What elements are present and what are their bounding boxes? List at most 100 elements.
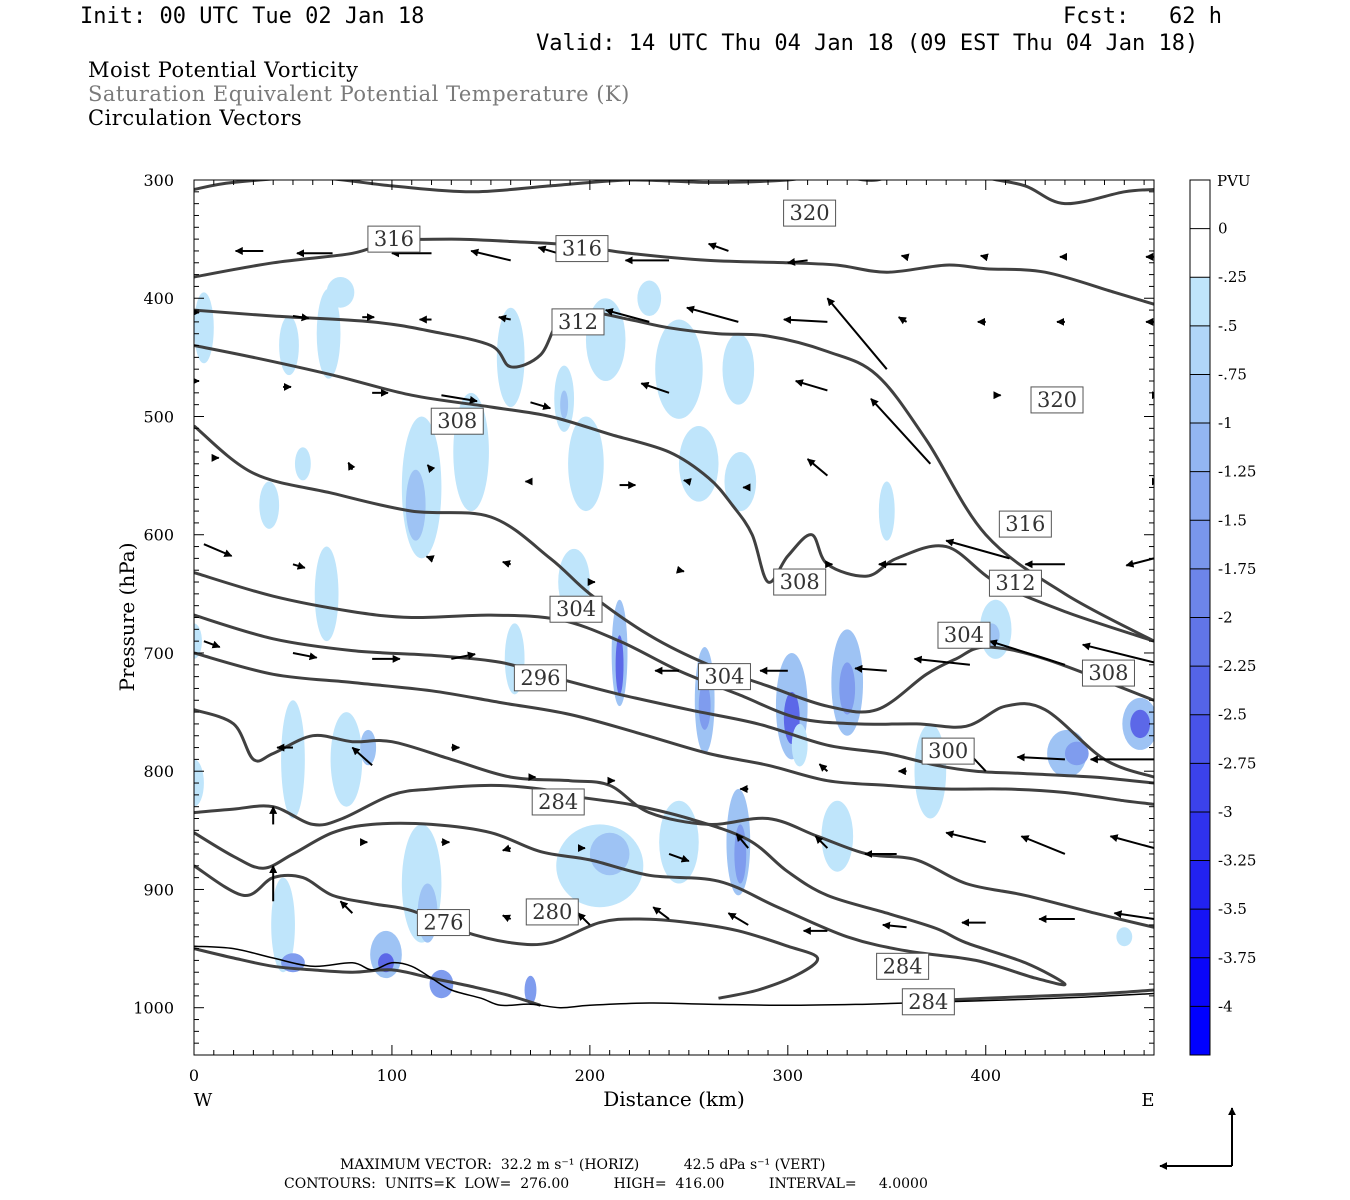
circulation-vector: [727, 912, 749, 926]
contour-label: 284: [876, 952, 930, 980]
circulation-vector: [686, 305, 739, 323]
colorbar-tick-label: -1: [1218, 414, 1233, 432]
isentrope-308: [194, 344, 1154, 643]
contour-label-text: 304: [556, 597, 596, 621]
colorbar-tick-label: -4: [1218, 997, 1233, 1015]
circulation-vector: [441, 394, 478, 404]
circulation-vector: [794, 379, 828, 392]
pv-patch: [259, 481, 280, 529]
contour-label-box: [551, 308, 605, 336]
colorbar-cell: [1190, 520, 1210, 570]
colorbar-tick-label: -.25: [1218, 268, 1247, 286]
circulation-vector: [339, 900, 354, 914]
pv-patch: [568, 416, 604, 512]
colorbar-cell: [1190, 471, 1210, 521]
contour-label: 320: [1030, 386, 1084, 414]
contour-label: 312: [551, 308, 605, 336]
contour-label: 296: [513, 664, 567, 692]
isentrope-304: [194, 424, 1154, 714]
contour-label-text: 304: [944, 623, 984, 647]
pv-patch: [405, 469, 426, 541]
colorbar-tick-label: -.5: [1218, 317, 1237, 335]
circulation-vector: [900, 253, 910, 262]
x-tick-label: 300: [773, 1066, 804, 1085]
contour-label-text: 316: [562, 237, 602, 261]
forecast-hour: Fcst: 62 h: [1063, 4, 1222, 29]
contour-label-text: 284: [883, 954, 923, 978]
pv-patch: [496, 307, 525, 408]
init-time: Init: 00 UTC Tue 02 Jan 18: [80, 4, 425, 29]
y-tick-label: 300: [143, 171, 174, 190]
colorbar-cell: [1190, 714, 1210, 764]
pv-patch: [294, 447, 311, 481]
contour-label-box: [876, 952, 930, 980]
pv-patch: [279, 315, 299, 376]
contour-label: 280: [525, 898, 579, 926]
circulation-vector: [351, 746, 373, 767]
circulation-vector: [425, 555, 435, 563]
x-tick-label: 200: [575, 1066, 606, 1085]
circulation-vector: [668, 853, 690, 863]
y-axis-title: Pressure (hPa): [115, 543, 139, 692]
pv-patch: [1116, 927, 1133, 947]
pv-patch: [330, 712, 363, 807]
y-tick-label: 800: [143, 762, 174, 781]
pv-patch: [655, 319, 703, 419]
contour-label: 312: [988, 569, 1042, 597]
pv-patch: [524, 975, 537, 1005]
circulation-vector: [502, 844, 511, 853]
circulation-vector: [604, 308, 650, 323]
contour-label-text: 312: [558, 310, 598, 334]
circulation-vector: [707, 242, 729, 252]
colorbar-cell: [1190, 617, 1210, 667]
contour-label: 316: [367, 225, 421, 253]
circulation-vector: [1020, 835, 1066, 855]
colorbar-unit: PVU: [1217, 172, 1251, 190]
circulation-vector: [1081, 642, 1154, 664]
contour-label-text: 316: [374, 227, 414, 251]
pv-patch: [271, 877, 295, 973]
circulation-vector: [203, 543, 233, 557]
contour-label-box: [921, 737, 975, 765]
contour-label-box: [416, 909, 470, 937]
pv-patch: [360, 729, 377, 766]
contour-label-box: [525, 898, 579, 926]
circulation-vector: [502, 560, 511, 568]
pv-patch: [821, 800, 854, 872]
contour-label: 316: [555, 235, 609, 263]
colorbar-cell: [1190, 374, 1210, 424]
colorbar-tick-label: -2: [1218, 609, 1233, 627]
circulation-vector: [577, 912, 591, 926]
y-tick-label: 900: [143, 880, 174, 899]
circulation-vector: [818, 763, 829, 772]
valid-time: Valid: 14 UTC Thu 04 Jan 18 (09 EST Thu …: [536, 31, 1199, 56]
pv-patch: [316, 288, 341, 379]
circulation-vector: [988, 639, 1066, 666]
colorbar-cell: [1190, 909, 1210, 959]
contour-label: 304: [937, 621, 991, 649]
circulation-vector: [676, 565, 685, 574]
isentrope-300: [194, 571, 1154, 779]
contour-label: 276: [416, 909, 470, 937]
x-tick-label: 100: [377, 1066, 408, 1085]
contour-label-box: [697, 663, 751, 691]
contour-label-box: [998, 510, 1052, 538]
isentrope-320: [194, 180, 1154, 206]
pv-patch: [839, 662, 856, 715]
pv-patch: [724, 451, 757, 512]
reference-vector-icon: [1159, 1107, 1236, 1170]
contour-label-box: [937, 621, 991, 649]
colorbar-tick-label: -2.25: [1218, 657, 1256, 675]
colorbar-tick-label: -2.75: [1218, 754, 1256, 772]
title-moist-pv: Moist Potential Vorticity: [88, 58, 359, 82]
pv-patch: [1130, 709, 1151, 739]
contour-label-text: 312: [995, 571, 1035, 595]
contour-label: 304: [697, 663, 751, 691]
title-circulation: Circulation Vectors: [88, 106, 303, 130]
circulation-vector: [347, 461, 356, 471]
circulation-vector: [1125, 557, 1154, 568]
isentrope-312: [194, 308, 1154, 643]
contour-label-text: 308: [437, 409, 477, 433]
colorbar-cell: [1190, 568, 1210, 618]
